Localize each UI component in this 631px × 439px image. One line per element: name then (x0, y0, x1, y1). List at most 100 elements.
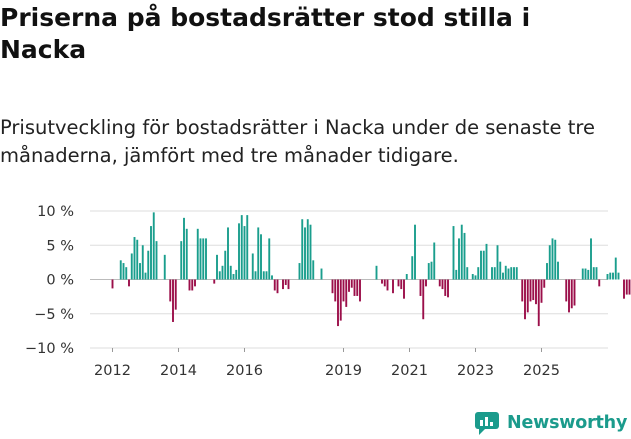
bar (557, 261, 559, 280)
bar (218, 271, 221, 280)
bar (513, 267, 515, 280)
bar (337, 279, 339, 327)
bar (309, 224, 312, 280)
bar (573, 279, 576, 306)
bar (499, 261, 502, 280)
bar (254, 271, 257, 280)
y-tick-label: 10 % (37, 204, 74, 220)
bar (287, 279, 290, 290)
bar (356, 279, 359, 296)
bar (125, 267, 128, 280)
bar (301, 219, 304, 280)
bar (111, 279, 114, 289)
bar (425, 279, 427, 287)
bar (548, 245, 551, 280)
bar (532, 279, 535, 301)
bar (491, 267, 493, 280)
bar (282, 279, 284, 290)
bar (221, 265, 224, 280)
bar (581, 268, 584, 280)
bar (260, 234, 262, 280)
bar (163, 254, 166, 280)
bar (477, 267, 480, 280)
bar (419, 279, 422, 296)
bar (496, 245, 499, 280)
bar (224, 250, 227, 280)
x-tick-label: 2021 (391, 363, 428, 379)
bar (565, 279, 568, 302)
x-tick-label: 2014 (160, 363, 197, 379)
bar (521, 279, 524, 302)
bar (422, 279, 425, 320)
bar (227, 227, 229, 280)
bar (196, 228, 199, 280)
y-tick-label: 0 % (46, 273, 74, 289)
bar (606, 274, 609, 280)
bar (262, 271, 265, 280)
x-tick-label: 2025 (523, 363, 560, 379)
bar (540, 279, 543, 303)
bar (246, 215, 249, 280)
bar (150, 226, 152, 280)
x-tick-label: 2012 (94, 363, 131, 379)
bar (375, 265, 378, 280)
bar (480, 250, 482, 280)
bar (232, 274, 235, 280)
bar (213, 279, 216, 284)
bar (265, 271, 268, 280)
bar (392, 279, 394, 294)
bar (625, 279, 628, 295)
bar (194, 279, 196, 287)
bar (485, 243, 488, 280)
bar (609, 272, 612, 280)
bar (554, 239, 557, 280)
bar (493, 267, 496, 280)
bar (306, 219, 309, 280)
bar (331, 279, 334, 294)
bar (628, 279, 631, 295)
bar (400, 279, 403, 290)
bar (284, 279, 287, 285)
bar (216, 254, 218, 280)
page-title: Priserna på bostadsrätter stod stilla i … (0, 3, 531, 64)
bar (205, 238, 207, 280)
bar (515, 267, 518, 280)
bar (427, 263, 430, 280)
bar (529, 279, 532, 302)
bar (298, 263, 301, 280)
bar (543, 279, 546, 288)
bar (350, 279, 353, 288)
bar (185, 228, 188, 280)
bar (405, 274, 408, 280)
bar (403, 279, 405, 299)
bar (444, 279, 447, 296)
bar (152, 212, 155, 280)
bar (320, 268, 323, 280)
bar (199, 238, 202, 280)
bar (141, 245, 144, 280)
bar (169, 279, 172, 302)
bar (482, 250, 485, 280)
bar (526, 279, 529, 313)
bar (463, 232, 466, 280)
bar (359, 279, 361, 302)
bar (466, 267, 469, 280)
bar (452, 226, 455, 280)
bar (471, 274, 474, 280)
bar (342, 279, 345, 302)
bar (433, 242, 436, 280)
bar (180, 241, 183, 280)
bar (623, 279, 625, 299)
bar (240, 215, 243, 280)
newsworthy-logo-icon (475, 412, 499, 435)
bar (353, 279, 356, 296)
bar (144, 272, 147, 280)
bar (411, 256, 414, 280)
x-axis-labels: 2012 2014 2016 2019 2021 2023 2025 (94, 348, 560, 379)
x-tick-label: 2019 (325, 363, 362, 379)
bar (257, 227, 260, 280)
bar (276, 279, 279, 294)
bar (136, 239, 139, 280)
bar (537, 279, 540, 327)
brand-logo: Newsworthy (474, 408, 627, 438)
